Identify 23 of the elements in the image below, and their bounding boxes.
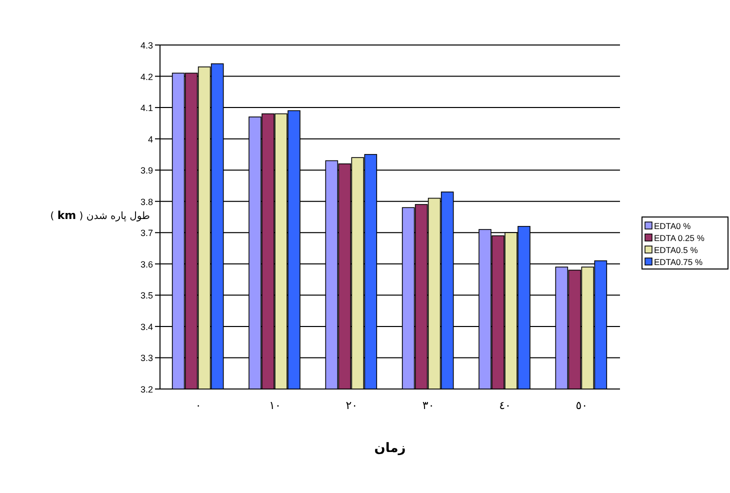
y-tick-label: 3.4 [140, 322, 153, 332]
x-tick-label: ٢٠ [346, 399, 358, 412]
x-axis-title: زمان [374, 441, 406, 456]
y-tick-label: 3.6 [140, 259, 153, 270]
legend-label: EDTA 0.25 % [654, 233, 705, 243]
x-tick-label: ٥٠ [576, 399, 588, 412]
legend-label: EDTA0.5 % [654, 245, 698, 255]
y-tick-label: 3.3 [140, 353, 153, 364]
legend-label: EDTA0.75 % [654, 257, 703, 267]
y-tick-label: 4.2 [140, 72, 153, 82]
y-tick-label: 3.7 [140, 228, 153, 238]
y-tick-label: 3.8 [140, 196, 153, 207]
x-tick-label: ٠ [195, 399, 202, 412]
x-tick-label: ٣٠ [422, 399, 434, 412]
y-tick-label: 4.3 [140, 40, 153, 50]
y-tick-label: 4 [148, 134, 153, 144]
legend-label: EDTA0 % [654, 221, 692, 231]
y-tick-label: 3.9 [140, 166, 153, 176]
x-tick-label: ١٠ [269, 399, 281, 412]
x-tick-label: ٤٠ [499, 399, 511, 412]
y-tick-label: 3.5 [140, 290, 153, 301]
y-tick-label: 4.1 [140, 103, 153, 114]
y-tick-label: 3.2 [140, 384, 153, 394]
